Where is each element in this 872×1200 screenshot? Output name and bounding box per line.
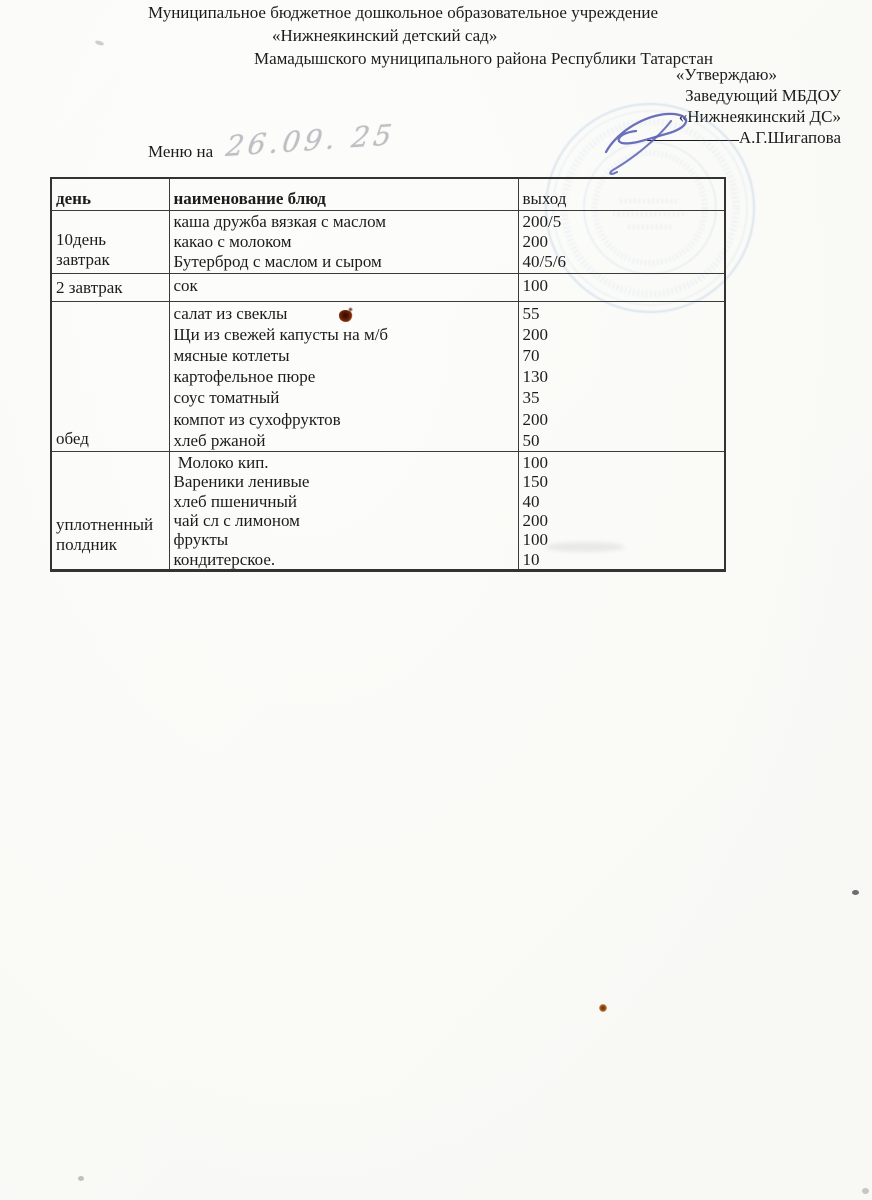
gray-speck — [78, 1176, 84, 1181]
portion-size: 100 — [522, 453, 549, 473]
dish-name: Щи из свежей капусты на м/б — [173, 324, 389, 344]
position-line: Заведующий МБДОУ — [685, 86, 841, 105]
rust-speck — [599, 1004, 607, 1012]
day-cell: обед — [50, 300, 170, 453]
dish-name: мясные котлеты — [173, 346, 290, 366]
menu-row: 10день завтрак каша дружба вязкая с маслом… — [50, 210, 726, 274]
portions-cell: 100 150 40 200 100 10 — [517, 451, 726, 571]
portion-size: 200 — [522, 324, 549, 344]
menu-table-body: 10день завтрак каша дружба вязкая с маслом… — [50, 210, 726, 571]
dish-name: кондитерское. — [173, 549, 276, 569]
day-label: завтрак — [56, 250, 110, 270]
menu-label: Меню на — [148, 142, 214, 161]
dish-name: сок — [173, 275, 198, 295]
portion-size: 200 — [522, 510, 549, 530]
dish-name: хлеб ржаной — [173, 430, 266, 450]
gray-speck — [94, 39, 105, 47]
dish-name: Бутерброд с маслом и сыром — [173, 252, 382, 272]
portion-size: 40/5/6 — [522, 252, 566, 272]
day-cell: уплотненный полдник — [50, 451, 170, 571]
portion-size: 70 — [522, 346, 540, 366]
org-name-line: Муниципальное бюджетное дошкольное образ… — [148, 3, 658, 22]
portions-cell: 55 200 70 130 35 200 50 — [517, 300, 726, 453]
portion-size: 55 — [522, 303, 540, 323]
signature-line: А.Г.Шигапова — [440, 127, 841, 148]
signer-name: А.Г.Шигапова — [738, 128, 841, 147]
portions-cell: 200/5 200 40/5/6 — [517, 210, 726, 274]
portion-size: 200 — [522, 409, 549, 429]
day-cell: 10день завтрак — [50, 210, 170, 274]
dish-name: картофельное пюре — [173, 367, 316, 387]
header-day: день — [50, 177, 170, 211]
portion-size: 100 — [522, 530, 549, 550]
portion-size: 200 — [522, 232, 549, 252]
handwritten-date: 26.09. 25 — [223, 117, 398, 164]
dish-name: чай сл с лимоном — [173, 510, 300, 530]
menu-table: день наименование блюд выход 10день завтр… — [50, 177, 726, 572]
portion-size: 100 — [522, 275, 549, 295]
portion-size: 200/5 — [522, 212, 562, 231]
day-label: обед — [56, 428, 89, 448]
menu-row: обед салат из свеклы Щи из свежей капусты … — [50, 300, 726, 453]
portion-size: 130 — [522, 367, 549, 387]
dish-name: салат из свеклы — [173, 303, 288, 323]
day-cell: 2 завтрак — [50, 272, 170, 302]
portion-size: 50 — [522, 430, 540, 450]
dish-name: каша дружба вязкая с маслом — [173, 212, 387, 231]
menu-row: 2 завтрак сок 100 — [50, 272, 726, 302]
approve-word: «Утверждаю» — [675, 65, 777, 84]
dishes-cell: каша дружба вязкая с маслом какао с молок… — [168, 210, 519, 274]
dish-name: Молоко кип. — [173, 453, 269, 473]
kindergarten-line: «Нижнеякинский детский сад» — [272, 26, 498, 45]
menu-row: уплотненный полдник Молоко кип. Вареники л… — [50, 451, 726, 571]
dish-name: хлеб пшеничный — [173, 491, 298, 511]
approval-block: «Утверждаю» Заведующий МБДОУ «Нижнеякинс… — [440, 64, 841, 148]
dish-name: какао с молоком — [173, 232, 292, 252]
portion-size: 40 — [522, 491, 540, 511]
portion-size: 150 — [522, 472, 549, 492]
dishes-cell: сок — [168, 272, 519, 302]
dish-name: Вареники ленивые — [173, 472, 310, 492]
day-label: полдник — [56, 534, 117, 554]
dish-name: соус томатный — [173, 388, 280, 408]
signature-underline — [646, 140, 739, 141]
header-output: выход — [517, 177, 726, 211]
portions-cell: 100 — [517, 272, 726, 302]
dishes-cell: салат из свеклы Щи из свежей капусты на м… — [168, 300, 519, 453]
day-label: 2 завтрак — [56, 277, 123, 297]
day-label: уплотненный — [56, 515, 154, 535]
dark-speck — [852, 890, 859, 895]
portion-size: 35 — [522, 388, 540, 408]
dish-name: компот из сухофруктов — [173, 409, 341, 429]
org-line: «Нижнеякинский ДС» — [678, 107, 841, 126]
dishes-cell: Молоко кип. Вареники ленивые хлеб пшеничны… — [168, 451, 519, 571]
day-label: 10день — [56, 230, 107, 250]
menu-table-header-row: день наименование блюд выход — [50, 177, 726, 211]
dish-name: фрукты — [173, 530, 229, 550]
header-dishes: наименование блюд — [168, 177, 519, 211]
district-line: Мамадышского муниципального района Респу… — [254, 49, 713, 68]
portion-size: 10 — [522, 549, 540, 569]
gray-speck — [862, 1188, 869, 1194]
